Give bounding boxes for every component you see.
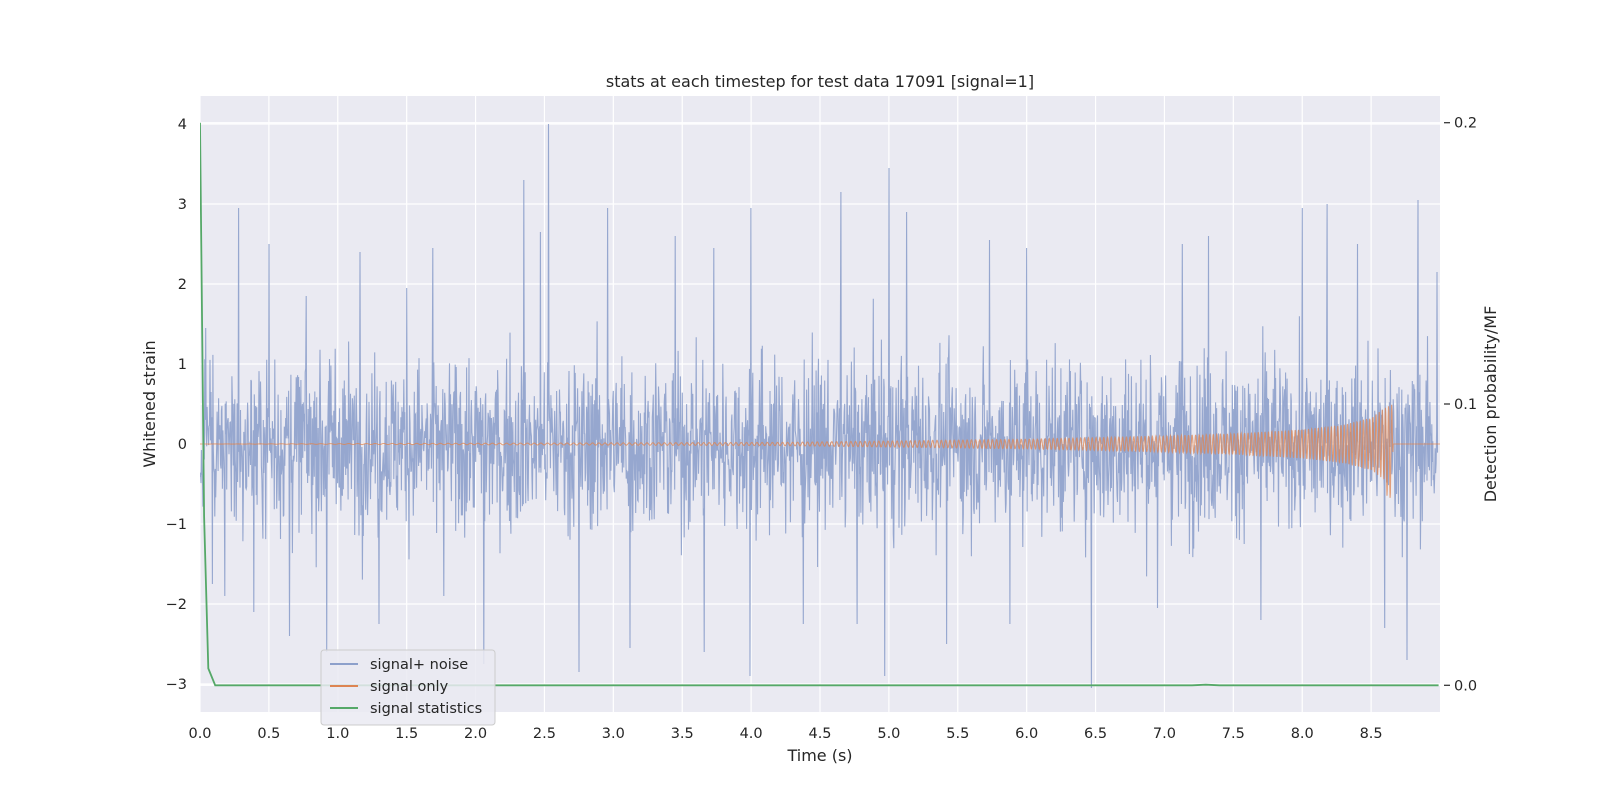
x-tick-label: 3.5 bbox=[671, 726, 694, 742]
signal-noise-line bbox=[200, 123, 1439, 689]
x-tick-label: 7.5 bbox=[1222, 726, 1245, 742]
x-tick-label: 4.5 bbox=[808, 726, 831, 742]
y2-axis-label: Detection probability/MF bbox=[1481, 306, 1500, 503]
y2-tick-label: 0.2 bbox=[1454, 116, 1477, 132]
x-tick-label: 6.0 bbox=[1015, 726, 1038, 742]
x-axis-label: Time (s) bbox=[786, 746, 852, 765]
y-tick-label: −1 bbox=[166, 517, 187, 533]
legend-label-signal-only: signal only bbox=[370, 679, 449, 695]
x-tick-label: 0.5 bbox=[257, 726, 280, 742]
signal-statistics-line bbox=[200, 122, 1439, 687]
axis-ticks: 0.0 0.5 1.0 1.5 2.0 2.5 3.0 3.5 4.0 4.5 5.0 5.5 6.0 6… bbox=[166, 116, 1477, 742]
chart-title: stats at each timestep for test data 170… bbox=[606, 72, 1034, 91]
x-tick-label: 1.5 bbox=[395, 726, 418, 742]
signal-only-series bbox=[200, 404, 1440, 498]
x-tick-label: 6.5 bbox=[1084, 726, 1107, 742]
legend-label-signal-statistics: signal statistics bbox=[370, 701, 482, 717]
y2-tick-label: 0.0 bbox=[1454, 678, 1477, 694]
x-tick-label: 2.5 bbox=[533, 726, 556, 742]
y-tick-label: −3 bbox=[166, 677, 187, 693]
x-tick-label: 7.0 bbox=[1153, 726, 1176, 742]
y-tick-label: 2 bbox=[178, 277, 187, 293]
legend-label-signal-noise: signal+ noise bbox=[370, 657, 468, 673]
x-tick-label: 5.5 bbox=[946, 726, 969, 742]
signal-statistics-series bbox=[200, 122, 1439, 687]
x-tick-label: 1.0 bbox=[326, 726, 349, 742]
signal-noise-series bbox=[200, 123, 1439, 689]
y-tick-label: −2 bbox=[166, 597, 187, 613]
x-tick-label: 2.0 bbox=[464, 726, 487, 742]
x-tick-label: 8.5 bbox=[1360, 726, 1383, 742]
x-tick-label: 3.0 bbox=[602, 726, 625, 742]
x-tick-label: 4.0 bbox=[740, 726, 763, 742]
y-tick-label: 4 bbox=[178, 117, 187, 133]
y-tick-label: 3 bbox=[178, 197, 187, 213]
y-tick-label: 1 bbox=[178, 357, 187, 373]
y-axis-label: Whitened strain bbox=[140, 340, 159, 467]
signal-only-line bbox=[200, 404, 1440, 498]
y-tick-label: 0 bbox=[178, 437, 187, 453]
legend-box bbox=[320, 649, 496, 726]
x-tick-label: 5.0 bbox=[877, 726, 900, 742]
legend: signal+ noise signal only signal statist… bbox=[320, 649, 496, 726]
x-tick-label: 0.0 bbox=[188, 726, 211, 742]
y2-tick-label: 0.1 bbox=[1454, 397, 1477, 413]
x-tick-label: 8.0 bbox=[1291, 726, 1314, 742]
